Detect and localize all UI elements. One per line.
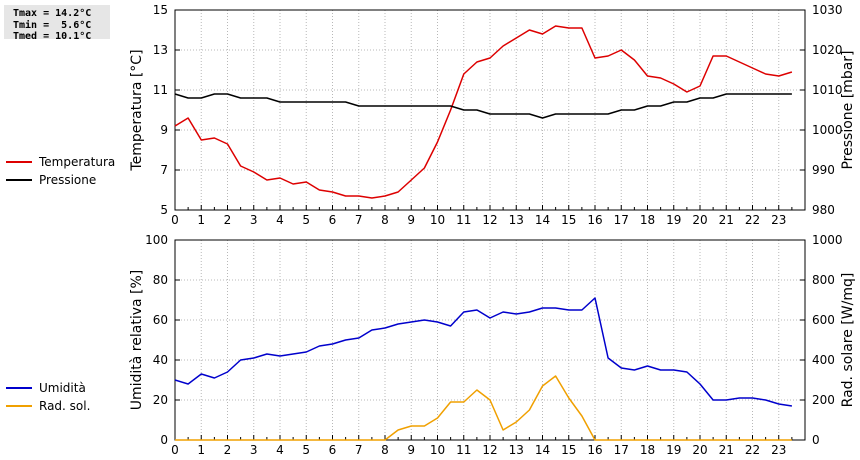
top-x-tick-label: 4	[276, 213, 284, 227]
tmin-text: Tmin = 5.6°C	[13, 19, 92, 31]
top-x-tick-label: 0	[171, 213, 179, 227]
legend-label-umidita: Umidità	[39, 381, 86, 395]
bottom-ylabel: Umidità relativa [%]	[129, 270, 145, 411]
top-y-tick-label: 13	[153, 43, 168, 57]
bottom-x-tick-label: 0	[171, 443, 179, 457]
top-x-tick-label: 5	[302, 213, 310, 227]
bottom-panel: 0 1 2 3 4 5 6 7 8 9 10 11 12 13 14 15 16 17 18 19 20 21 22 2302…	[129, 233, 856, 457]
bottom-y2-tick-label: 400	[812, 353, 835, 367]
bottom-x-tick-label: 16	[587, 443, 602, 457]
bottom-y2-tick-label: 1000	[812, 233, 843, 247]
top-y-tick-label: 9	[160, 123, 168, 137]
bottom-x-tick-label: 2	[224, 443, 232, 457]
top-ylabel: Temperatura [°C]	[129, 49, 145, 171]
bottom-y-tick-label: 20	[153, 393, 168, 407]
bottom-y2-tick-label: 0	[812, 433, 820, 447]
series-line-umidit	[174, 297, 793, 407]
top-x-tick-label: 23	[771, 213, 786, 227]
top-panel: 0 1 2 3 4 5 6 7 8 9 10 11 12 13 14 15 16 17 18 19 20 21 22 2357…	[129, 3, 856, 227]
legend-label-pressione: Pressione	[39, 173, 97, 187]
bottom-x-tick-label: 22	[745, 443, 760, 457]
top-x-tick-label: 17	[614, 213, 629, 227]
bottom-y2-tick-label: 600	[812, 313, 835, 327]
top-x-tick-label: 22	[745, 213, 760, 227]
bottom-y-tick-label: 80	[153, 273, 168, 287]
bottom-x-tick-label: 19	[666, 443, 681, 457]
bottom-x-tick-label: 3	[250, 443, 258, 457]
bottom-y-tick-label: 60	[153, 313, 168, 327]
bottom-x-tick-label: 9	[407, 443, 415, 457]
bottom-x-tick-label: 4	[276, 443, 284, 457]
top-x-tick-label: 3	[250, 213, 258, 227]
series-line-rad-sol	[175, 375, 792, 441]
top-x-tick-label: 18	[640, 213, 655, 227]
top-x-tick-label: 19	[666, 213, 681, 227]
bottom-x-tick-label: 12	[482, 443, 497, 457]
bottom-x-tick-label: 1	[197, 443, 205, 457]
legend-swatch-umidita	[6, 387, 32, 389]
top-y2-tick-label: 990	[812, 163, 835, 177]
top-x-tick-label: 12	[482, 213, 497, 227]
bottom-x-tick-label: 18	[640, 443, 655, 457]
bottom-y-tick-label: 100	[145, 233, 168, 247]
bottom-x-tick-label: 13	[509, 443, 524, 457]
bottom-y-tick-label: 0	[160, 433, 168, 447]
top-y2label: Pressione [mbar]	[840, 50, 856, 169]
bottom-x-tick-label: 7	[355, 443, 363, 457]
legend-label-rad-sol: Rad. sol.	[39, 399, 91, 413]
top-y2-tick-label: 980	[812, 203, 835, 217]
bottom-x-tick-label: 10	[430, 443, 445, 457]
bottom-x-tick-label: 6	[329, 443, 337, 457]
top-x-tick-label: 2	[224, 213, 232, 227]
top-x-tick-label: 13	[509, 213, 524, 227]
top-x-tick-label: 7	[355, 213, 363, 227]
series-line-temperatura	[174, 25, 793, 199]
top-y-tick-label: 5	[160, 203, 168, 217]
bottom-x-tick-label: 11	[456, 443, 471, 457]
series-line-pressione	[174, 93, 792, 119]
bottom-y2-tick-label: 200	[812, 393, 835, 407]
top-y2-tick-label: 1000	[812, 123, 843, 137]
top-y2-tick-label: 1030	[812, 3, 843, 17]
bottom-x-tick-label: 8	[381, 443, 389, 457]
top-x-tick-label: 16	[587, 213, 602, 227]
top-y-tick-label: 11	[153, 83, 168, 97]
bottom-x-tick-label: 20	[692, 443, 707, 457]
tmax-text: Tmax = 14.2°C	[13, 8, 92, 19]
bottom-x-tick-label: 17	[614, 443, 629, 457]
bottom-x-tick-label: 21	[719, 443, 734, 457]
bottom-y2label: Rad. solare [W/mq]	[840, 273, 856, 408]
stats-box: Tmax = 14.2°C Tmin = 5.6°C Tmed = 10.1°C	[4, 5, 110, 42]
top-y-tick-label: 7	[160, 163, 168, 177]
legend-swatch-temperatura	[6, 161, 32, 163]
tmed-text: Tmed = 10.1°C	[13, 31, 92, 42]
top-x-tick-label: 10	[430, 213, 445, 227]
top-y2-tick-label: 1010	[812, 83, 843, 97]
legend-swatch-rad-sol	[6, 405, 32, 407]
legend-swatch-pressione	[6, 179, 32, 181]
top-x-tick-label: 14	[535, 213, 550, 227]
top-x-tick-label: 9	[407, 213, 415, 227]
top-x-tick-label: 20	[692, 213, 707, 227]
bottom-x-tick-label: 15	[561, 443, 576, 457]
bottom-y-tick-label: 40	[153, 353, 168, 367]
top-x-tick-label: 1	[197, 213, 205, 227]
bottom-x-tick-label: 23	[771, 443, 786, 457]
bottom-x-tick-label: 5	[302, 443, 310, 457]
top-y-tick-label: 15	[153, 3, 168, 17]
top-x-tick-label: 6	[329, 213, 337, 227]
top-x-tick-label: 15	[561, 213, 576, 227]
top-y2-tick-label: 1020	[812, 43, 843, 57]
bottom-x-tick-label: 14	[535, 443, 550, 457]
top-x-tick-label: 21	[719, 213, 734, 227]
bottom-y2-tick-label: 800	[812, 273, 835, 287]
top-x-tick-label: 8	[381, 213, 389, 227]
top-x-tick-label: 11	[456, 213, 471, 227]
legend-label-temperatura: Temperatura	[39, 155, 116, 169]
